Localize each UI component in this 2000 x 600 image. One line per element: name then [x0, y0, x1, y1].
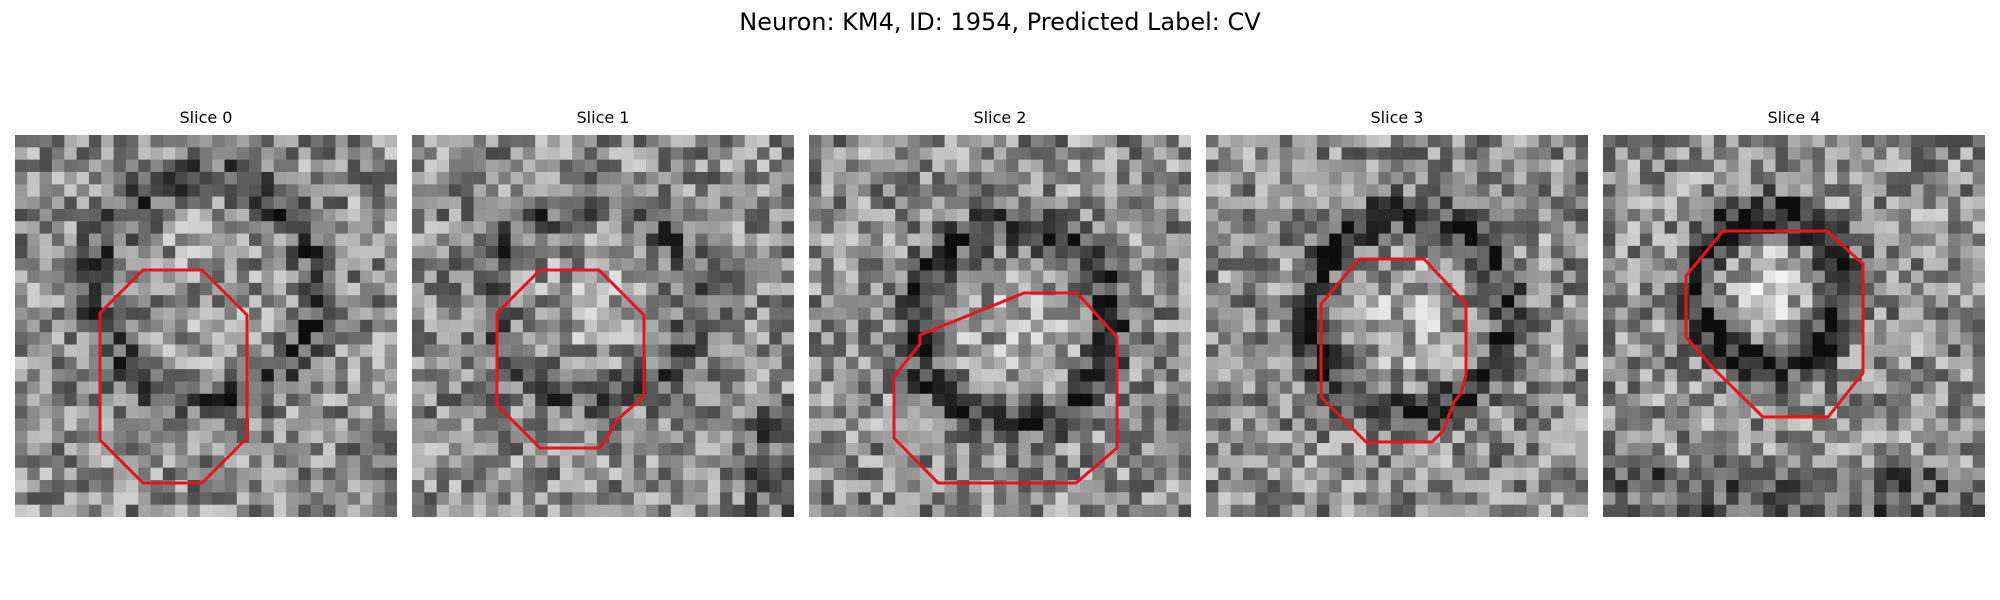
cell-outline [1319, 257, 1468, 444]
slice-title: Slice 1 [576, 108, 630, 127]
slice-panel-2: Slice 2 [809, 108, 1191, 517]
slice-image [15, 135, 397, 517]
slice-panel-0: Slice 0 [15, 108, 397, 517]
slice-panel-3: Slice 3 [1206, 108, 1588, 517]
slice-title: Slice 3 [1370, 108, 1424, 127]
figure-title: Neuron: KM4, ID: 1954, Predicted Label: … [739, 8, 1261, 36]
slice-panel-4: Slice 4 [1603, 108, 1985, 517]
slice-title: Slice 2 [973, 108, 1027, 127]
slice-image [809, 135, 1191, 517]
cell-outline [892, 291, 1119, 485]
slice-image [1206, 135, 1588, 517]
slice-panel-1: Slice 1 [412, 108, 794, 517]
cell-outline [98, 268, 249, 485]
slice-title: Slice 4 [1767, 108, 1821, 127]
cell-outline [1684, 229, 1865, 419]
cell-outline [495, 268, 646, 450]
slice-image [1603, 135, 1985, 517]
slice-image [412, 135, 794, 517]
slice-title: Slice 0 [179, 108, 233, 127]
